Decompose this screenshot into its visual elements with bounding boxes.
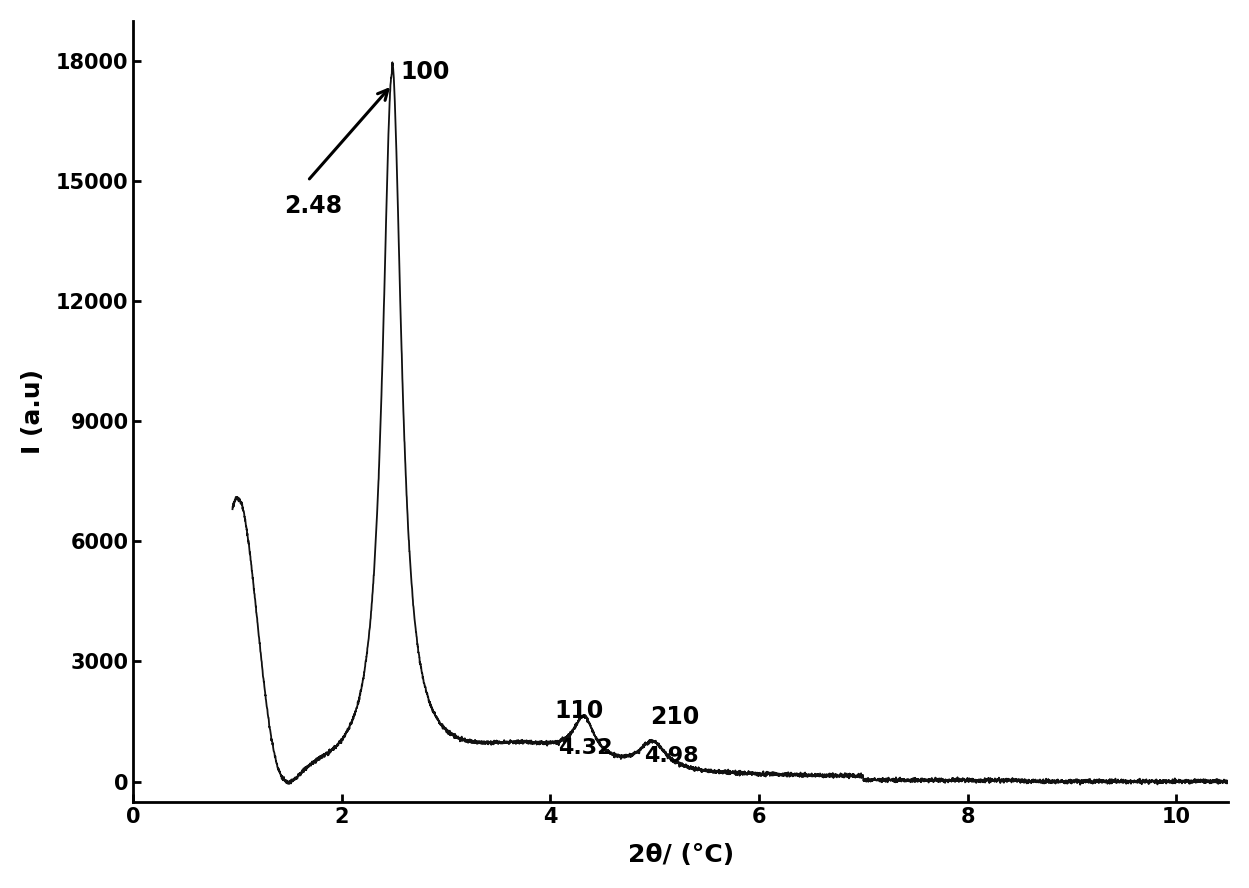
Text: 210: 210 — [651, 705, 699, 729]
Y-axis label: I (a.u): I (a.u) — [21, 369, 45, 454]
Text: 110: 110 — [555, 700, 605, 724]
Text: 4.98: 4.98 — [644, 746, 699, 765]
X-axis label: 2θ/ (°C): 2θ/ (°C) — [628, 844, 734, 868]
Text: 4.32: 4.32 — [558, 739, 612, 758]
Text: 100: 100 — [401, 59, 450, 83]
Text: 2.48: 2.48 — [285, 194, 342, 218]
